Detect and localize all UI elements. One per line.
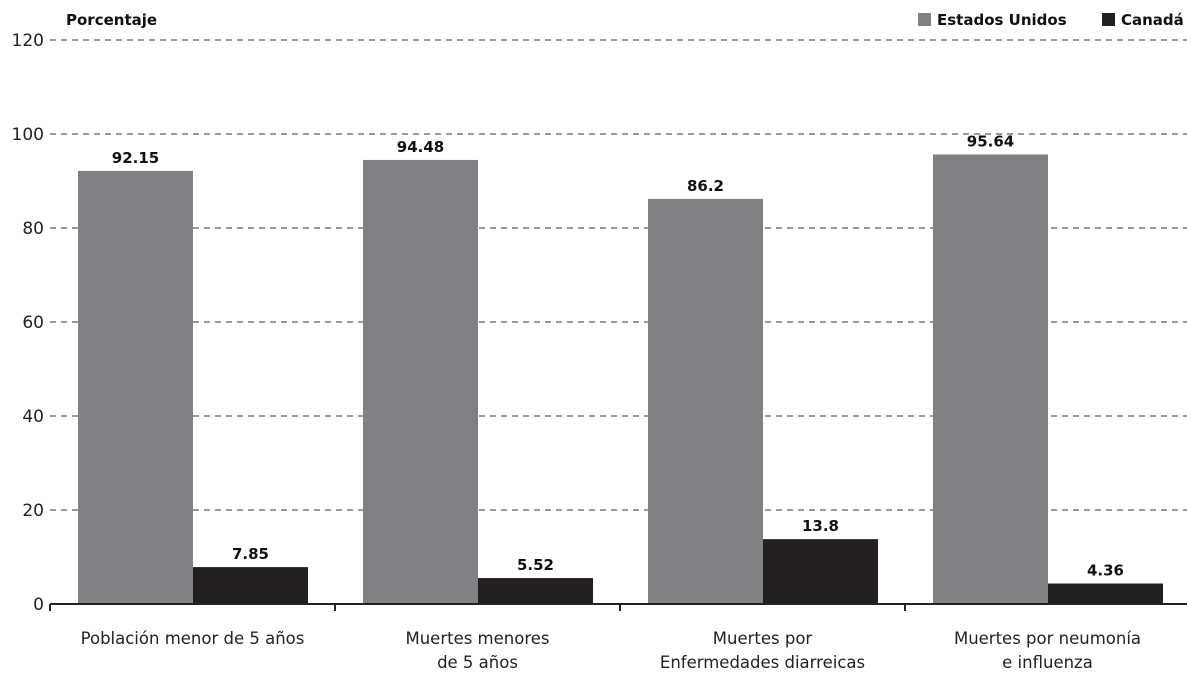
x-category-label-line: Muertes menores	[405, 629, 549, 648]
x-category-label-line: Población menor de 5 años	[81, 629, 305, 648]
bar	[478, 578, 593, 604]
y-tick-label: 120	[12, 31, 44, 51]
x-category-label: Muertes por neumonía e influenza	[954, 629, 1141, 672]
y-tick-label: 100	[12, 125, 44, 145]
bar	[1048, 583, 1163, 604]
bar-value-label: 7.85	[232, 545, 269, 563]
bars	[78, 154, 1163, 605]
x-category-label-line: e influenza	[1002, 653, 1093, 672]
legend-swatch	[1102, 13, 1115, 26]
x-category-label-line: Muertes por	[713, 629, 813, 648]
x-axis	[49, 603, 1187, 611]
y-tick-label: 20	[22, 501, 44, 521]
y-axis-title: Porcentaje	[66, 11, 157, 29]
x-category-label-line: Muertes por neumonía	[954, 629, 1141, 648]
y-tick-label: 60	[22, 313, 44, 333]
x-category-label: Muertes por Enfermedades diarreicas	[660, 629, 865, 672]
value-labels: 92.15 7.85 94.48 5.52 86.2 13.8 95.64 4.36	[112, 132, 1124, 579]
bar	[78, 170, 193, 604]
bar-value-label: 94.48	[397, 138, 444, 156]
bar-value-label: 92.15	[112, 149, 159, 167]
y-tick-label: 40	[22, 407, 44, 427]
y-tick-label: 0	[33, 595, 44, 615]
bar-value-label: 5.52	[517, 556, 554, 574]
bar-value-label: 4.36	[1087, 562, 1124, 580]
x-category-label: Muertes menores de 5 años	[405, 629, 549, 672]
legend: Estados Unidos Canadá	[918, 11, 1184, 29]
category-labels: Población menor de 5 años Muertes menores…	[81, 629, 1141, 672]
y-axis-ticks: 0 20 40 60 80 100 120	[12, 31, 44, 615]
y-tick-label: 80	[22, 219, 44, 239]
x-category-label: Población menor de 5 años	[81, 629, 305, 648]
bar	[933, 154, 1048, 604]
bar	[363, 159, 478, 604]
bar	[648, 198, 763, 605]
x-category-label-line: de 5 años	[437, 653, 518, 672]
x-category-label-line: Enfermedades diarreicas	[660, 653, 865, 672]
bar-value-label: 95.64	[967, 132, 1014, 150]
legend-label: Canadá	[1121, 11, 1184, 29]
legend-label: Estados Unidos	[937, 11, 1067, 29]
legend-swatch	[918, 13, 931, 26]
bar-value-label: 13.8	[802, 517, 839, 535]
bar-value-label: 86.2	[687, 177, 724, 195]
bar	[763, 539, 878, 604]
bar	[193, 567, 308, 604]
